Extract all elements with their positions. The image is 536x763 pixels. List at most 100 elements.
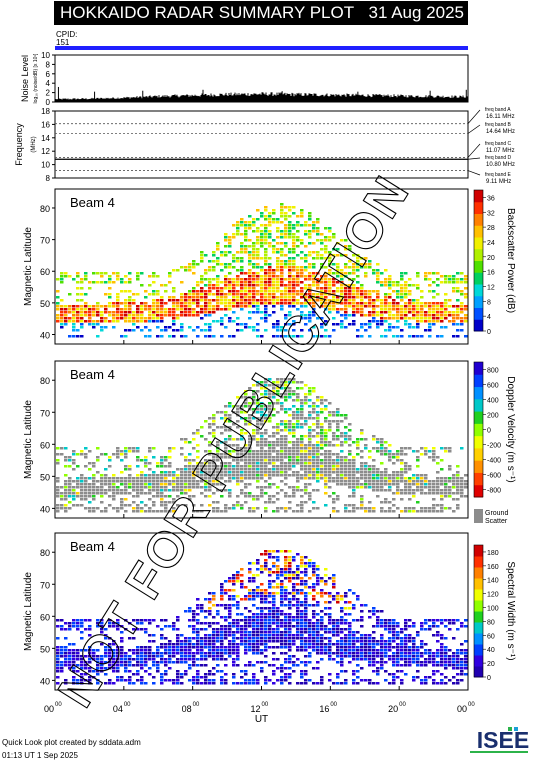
velocity-pixel <box>312 456 316 459</box>
velocity-pixel <box>68 507 72 510</box>
width-pixel <box>264 598 268 601</box>
power-pixel <box>304 299 308 302</box>
velocity-pixel <box>180 468 184 471</box>
width-pixel <box>248 562 252 565</box>
power-pixel <box>288 257 292 260</box>
power-pixel <box>304 293 308 296</box>
width-pixel <box>164 670 168 673</box>
width-pixel <box>216 670 220 673</box>
width-pixel <box>260 622 264 625</box>
width-pixel <box>224 607 228 610</box>
power-pixel <box>280 221 284 224</box>
velocity-pixel <box>164 471 168 474</box>
width-pixel <box>200 637 204 640</box>
velocity-pixel <box>292 453 296 456</box>
power-pixel <box>344 239 348 242</box>
velocity-pixel <box>112 495 116 498</box>
velocity-pixel <box>380 477 384 480</box>
velocity-pixel <box>284 444 288 447</box>
power-pixel <box>212 311 216 314</box>
width-pixel <box>216 640 220 643</box>
velocity-pixel <box>80 504 84 507</box>
velocity-pixel <box>464 480 468 483</box>
width-pixel <box>252 679 256 682</box>
velocity-pixel <box>88 468 92 471</box>
velocity-pixel <box>228 471 232 474</box>
power-pixel <box>296 335 300 338</box>
velocity-pixel <box>440 477 444 480</box>
velocity-pixel <box>240 471 244 474</box>
width-pixel <box>256 628 260 631</box>
velocity-pixel <box>276 471 280 474</box>
velocity-pixel <box>272 435 276 438</box>
width-pixel <box>288 559 292 562</box>
velocity-pixel <box>408 492 412 495</box>
velocity-pixel <box>232 456 236 459</box>
width-pixel <box>88 646 92 649</box>
velocity-pixel <box>64 459 68 462</box>
width-pixel <box>188 610 192 613</box>
power-pixel <box>320 296 324 299</box>
velocity-pixel <box>308 474 312 477</box>
power-pixel <box>304 287 308 290</box>
velocity-pixel <box>240 408 244 411</box>
power-pixel <box>212 299 216 302</box>
width-pixel <box>224 673 228 676</box>
width-pixel <box>268 580 272 583</box>
velocity-pixel <box>244 417 248 420</box>
width-pixel <box>56 676 60 679</box>
velocity-colorbar-tick-label: -800 <box>487 488 501 495</box>
velocity-pixel <box>392 492 396 495</box>
power-pixel <box>280 329 284 332</box>
velocity-pixel <box>300 423 304 426</box>
velocity-pixel <box>236 474 240 477</box>
velocity-pixel <box>284 492 288 495</box>
width-pixel <box>208 613 212 616</box>
power-pixel <box>388 326 392 329</box>
power-pixel <box>200 299 204 302</box>
velocity-pixel <box>316 471 320 474</box>
frequency-panel-frame <box>54 110 469 179</box>
power-pixel <box>104 311 108 314</box>
power-pixel <box>372 305 376 308</box>
power-pixel <box>80 308 84 311</box>
power-pixel <box>160 296 164 299</box>
width-pixel <box>188 646 192 649</box>
power-pixel <box>304 323 308 326</box>
velocity-pixel <box>440 483 444 486</box>
power-pixel <box>276 296 280 299</box>
width-pixel <box>136 673 140 676</box>
power-pixel <box>244 230 248 233</box>
power-pixel <box>64 275 68 278</box>
width-pixel <box>180 676 184 679</box>
power-pixel <box>420 305 424 308</box>
power-pixel <box>352 269 356 272</box>
power-pixel <box>200 257 204 260</box>
power-pixel <box>188 302 192 305</box>
velocity-pixel <box>116 477 120 480</box>
power-pixel <box>104 317 108 320</box>
power-pixel <box>196 335 200 338</box>
width-pixel <box>268 592 272 595</box>
power-pixel <box>252 266 256 269</box>
power-pixel <box>284 215 288 218</box>
power-pixel <box>196 281 200 284</box>
velocity-pixel <box>128 480 132 483</box>
power-pixel <box>368 311 372 314</box>
power-pixel <box>388 287 392 290</box>
velocity-pixel <box>284 507 288 510</box>
width-pixel <box>92 658 96 661</box>
width-pixel <box>104 661 108 664</box>
width-pixel <box>164 679 168 682</box>
width-pixel <box>264 592 268 595</box>
velocity-pixel <box>336 420 340 423</box>
velocity-pixel <box>284 483 288 486</box>
power-pixel <box>412 326 416 329</box>
power-pixel <box>184 314 188 317</box>
velocity-pixel <box>68 465 72 468</box>
width-pixel <box>108 625 112 628</box>
power-pixel <box>448 320 452 323</box>
velocity-pixel <box>272 471 276 474</box>
velocity-pixel <box>344 477 348 480</box>
velocity-pixel <box>288 426 292 429</box>
